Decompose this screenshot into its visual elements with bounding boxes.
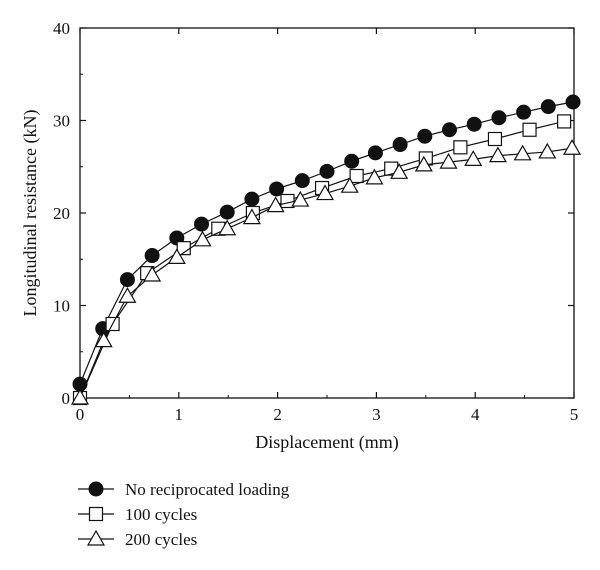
data-point <box>294 173 310 189</box>
y-tick-label: 20 <box>53 204 70 223</box>
axes: 0 1 2 3 4 5 0 10 20 30 40 <box>53 19 578 424</box>
series-2 <box>70 139 582 405</box>
data-point <box>464 150 483 166</box>
data-point <box>417 128 433 144</box>
legend-marker <box>88 481 104 497</box>
x-tick-label: 2 <box>273 405 282 424</box>
data-point <box>269 181 285 197</box>
data-point <box>193 230 212 247</box>
data-point <box>244 191 260 207</box>
data-point <box>540 99 556 115</box>
data-point <box>439 152 458 169</box>
data-point <box>367 145 383 161</box>
data-point <box>491 110 507 126</box>
data-point <box>365 168 384 185</box>
data-point <box>143 265 162 282</box>
data-point <box>344 153 360 169</box>
data-point <box>194 216 210 232</box>
legend-marker <box>86 529 106 546</box>
data-point <box>242 208 261 225</box>
data-point <box>442 122 458 138</box>
legend-label: 100 cycles <box>125 505 197 524</box>
data-point <box>557 114 572 129</box>
plot-frame <box>79 27 575 399</box>
data-point <box>144 248 160 264</box>
y-tick-label: 30 <box>53 112 70 131</box>
series-1 <box>72 114 572 406</box>
legend-marker <box>88 506 104 522</box>
data-point <box>453 140 468 155</box>
legend-label: No reciprocated loading <box>125 480 290 499</box>
data-point <box>390 163 409 179</box>
data-point <box>94 331 113 348</box>
x-tick-label: 3 <box>372 405 381 424</box>
data-point <box>565 94 581 110</box>
series-0 <box>72 94 581 392</box>
y-tick-label: 10 <box>53 297 70 316</box>
legend-item: No reciprocated loading <box>78 480 290 499</box>
data-point <box>392 137 408 153</box>
x-tick-label: 5 <box>570 405 579 424</box>
y-tick-label: 40 <box>53 19 70 38</box>
x-axis-title: Displacement (mm) <box>255 432 398 453</box>
data-point <box>266 196 285 213</box>
legend: No reciprocated loading 100 cycles 200 cyc… <box>78 480 290 549</box>
data-point <box>487 131 503 147</box>
x-tick-label: 1 <box>175 405 184 424</box>
data-point <box>513 144 532 161</box>
data-point <box>522 122 537 137</box>
x-tick-label: 4 <box>471 405 480 424</box>
data-point <box>538 142 557 159</box>
x-tick-label: 0 <box>76 405 85 424</box>
data-point <box>118 287 137 303</box>
data-point <box>340 176 359 193</box>
legend-item: 200 cycles <box>78 529 197 549</box>
legend-label: 200 cycles <box>125 530 197 549</box>
data-point <box>562 139 582 155</box>
series-layer <box>70 94 582 406</box>
data-point <box>119 272 135 288</box>
data-point <box>315 184 335 201</box>
y-tick-label: 0 <box>62 389 71 408</box>
data-point <box>218 219 237 236</box>
data-point <box>167 248 186 264</box>
y-axis-title: Longitudinal resistance (kN) <box>20 110 41 317</box>
data-point <box>319 163 335 179</box>
data-point <box>349 168 364 184</box>
data-point <box>291 190 310 207</box>
data-point <box>516 104 532 120</box>
data-point <box>70 388 90 405</box>
data-point <box>488 146 507 163</box>
data-point <box>466 116 482 132</box>
data-point <box>219 204 235 220</box>
legend-item: 100 cycles <box>78 505 197 524</box>
data-point <box>414 155 433 172</box>
